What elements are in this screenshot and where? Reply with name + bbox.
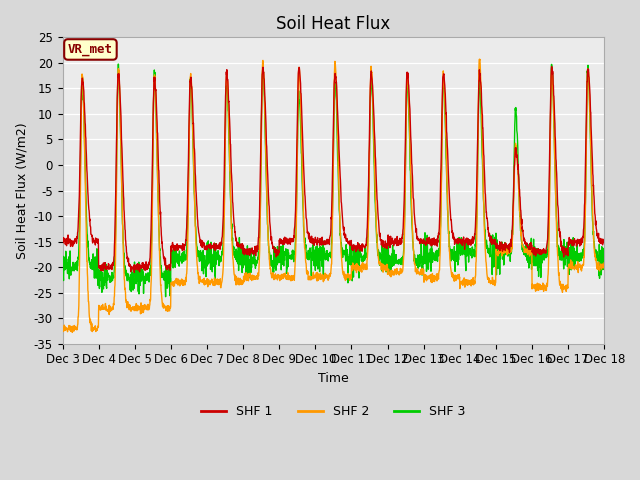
SHF 1 xyxy=(553,170,561,176)
SHF 3 xyxy=(568,262,575,268)
SHF 2 xyxy=(476,56,483,62)
SHF 3 xyxy=(115,61,122,67)
SHF 1 xyxy=(349,248,357,253)
SHF 1 xyxy=(548,64,556,70)
SHF 2 xyxy=(59,325,67,331)
SHF 3 xyxy=(210,260,218,265)
Title: Soil Heat Flux: Soil Heat Flux xyxy=(276,15,390,33)
SHF 3 xyxy=(162,294,170,300)
SHF 1 xyxy=(491,236,499,242)
X-axis label: Time: Time xyxy=(318,372,349,385)
SHF 3 xyxy=(349,262,357,267)
SHF 2 xyxy=(210,282,218,288)
SHF 3 xyxy=(491,234,499,240)
Line: SHF 3: SHF 3 xyxy=(63,64,604,297)
Text: VR_met: VR_met xyxy=(68,43,113,56)
SHF 2 xyxy=(600,260,608,266)
SHF 1 xyxy=(361,244,369,250)
SHF 2 xyxy=(349,264,357,270)
Line: SHF 2: SHF 2 xyxy=(63,59,604,333)
SHF 2 xyxy=(361,264,369,269)
SHF 3 xyxy=(361,245,369,251)
SHF 3 xyxy=(600,247,608,253)
SHF 1 xyxy=(210,242,218,248)
SHF 3 xyxy=(59,269,67,275)
SHF 1 xyxy=(568,240,575,246)
Legend: SHF 1, SHF 2, SHF 3: SHF 1, SHF 2, SHF 3 xyxy=(196,400,470,423)
SHF 1 xyxy=(131,270,138,276)
SHF 2 xyxy=(491,283,499,288)
Y-axis label: Soil Heat Flux (W/m2): Soil Heat Flux (W/m2) xyxy=(15,122,28,259)
SHF 1 xyxy=(600,240,608,246)
SHF 1 xyxy=(59,239,67,245)
SHF 2 xyxy=(553,233,561,239)
SHF 2 xyxy=(68,330,76,336)
SHF 3 xyxy=(553,218,561,224)
Line: SHF 1: SHF 1 xyxy=(63,67,604,273)
SHF 2 xyxy=(568,265,575,271)
